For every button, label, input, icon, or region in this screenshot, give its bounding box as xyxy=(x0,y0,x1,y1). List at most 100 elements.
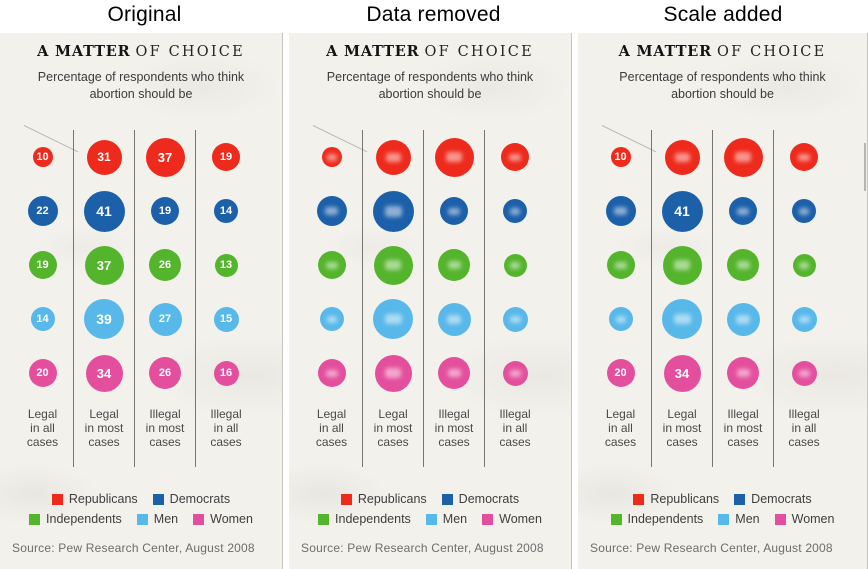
bubble-cell xyxy=(652,292,712,346)
legend-row: Republicans Democrats xyxy=(289,492,571,506)
bubble-independents-col2 xyxy=(662,245,702,285)
category-label-line: in most xyxy=(84,421,124,436)
category-label-line: Legal xyxy=(378,407,408,421)
bubble-value: 26 xyxy=(158,259,172,271)
bubble-cell xyxy=(363,346,423,400)
bubble-men-col3: 27 xyxy=(148,302,182,336)
chart-heading: A MATTER OF CHOICE xyxy=(578,43,867,60)
legend-row: Republicans Democrats xyxy=(578,492,867,506)
chart-heading-rest: OF CHOICE xyxy=(135,44,245,60)
legend-item-men: Men xyxy=(136,512,178,526)
panel-title-scale-added: Scale added xyxy=(578,0,868,33)
legend-row: Independents Men Women xyxy=(0,512,282,526)
bubble-value: 20 xyxy=(36,367,49,379)
bubble-value: 19 xyxy=(158,205,172,217)
category-label-line: in all xyxy=(213,421,239,436)
legend-swatch-icon xyxy=(718,513,730,525)
category-label-line: cases xyxy=(88,435,120,450)
bubble-cell: 13 xyxy=(196,238,256,292)
bubble-independents-col1: 19 xyxy=(28,251,57,279)
bubble-men-col2 xyxy=(373,299,413,339)
bubble-women-col1: 20 xyxy=(606,359,635,387)
panel-title-original: Original xyxy=(0,0,289,33)
blurred-value-smudge xyxy=(674,260,690,270)
bubble-men-col1 xyxy=(608,307,633,331)
blurred-value-smudge xyxy=(326,153,337,161)
grid-column: 19 14 13 15 16 Illegal in all cases xyxy=(195,130,256,467)
bubble-cell: 41 xyxy=(74,184,134,238)
category-label-line: in most xyxy=(662,421,702,436)
blurred-value-smudge xyxy=(385,152,401,162)
bubble-cell xyxy=(363,130,423,184)
bubble-cell xyxy=(774,184,834,238)
legend-row: Independents Men Women xyxy=(578,512,867,526)
bubble-democrats-col3 xyxy=(440,197,468,225)
panel-scale-added: Scale added A MATTER OF CHOICE Percentage… xyxy=(578,0,868,569)
blurred-value-smudge xyxy=(385,368,401,378)
bubble-cell xyxy=(301,184,362,238)
bubble-cell xyxy=(424,292,484,346)
bubble-cell xyxy=(774,346,834,400)
legend-swatch-icon xyxy=(318,513,330,525)
legend-row: Republicans Democrats xyxy=(0,492,282,506)
bubble-cell xyxy=(301,346,362,400)
blurred-value-smudge xyxy=(446,152,462,162)
category-label-line: cases xyxy=(315,435,348,450)
bubble-value: 41 xyxy=(674,203,690,219)
bubble-cell xyxy=(652,130,712,184)
blurred-value-smudge xyxy=(798,369,810,377)
category-label-line: Legal xyxy=(667,407,697,421)
legend-label: Women xyxy=(499,512,542,526)
grid-column: Illegal in all cases xyxy=(484,130,545,467)
bubble-cell: 34 xyxy=(74,346,134,400)
bubble-republicans-col4 xyxy=(790,143,818,171)
legend-item-independents: Independents xyxy=(610,512,703,526)
grid-column: Illegal in most cases xyxy=(423,130,484,467)
bubble-cell xyxy=(485,238,545,292)
legend-label: Independents xyxy=(46,512,122,526)
bubble-cell: 22 xyxy=(12,184,73,238)
chart-heading: A MATTER OF CHOICE xyxy=(289,43,571,60)
legend-swatch-icon xyxy=(482,513,494,525)
bubble-value: 16 xyxy=(219,367,233,379)
category-label-line: cases xyxy=(26,435,59,450)
category-label-line: in all xyxy=(608,421,633,436)
legend-item-women: Women xyxy=(482,512,542,526)
bubble-grid: Legal in all cases Legal in most cases Illegal… xyxy=(301,130,571,467)
bubble-cell xyxy=(485,292,545,346)
blurred-value-smudge xyxy=(615,315,626,323)
bubble-grid: 10 22 19 14 20 Legal in all cases 31 41 37 39 34 Lega… xyxy=(12,130,282,467)
bubble-republicans-col4 xyxy=(501,143,529,171)
bubble-republicans-col1: 10 xyxy=(610,147,631,167)
bubble-republicans-col4: 19 xyxy=(212,143,240,171)
blurred-value-smudge xyxy=(326,315,337,323)
blurred-value-smudge xyxy=(510,261,520,269)
category-label-line: in most xyxy=(145,421,185,436)
chart-paper-scale-added: A MATTER OF CHOICE Percentage of responde… xyxy=(578,33,868,569)
bubble-cell: 27 xyxy=(135,292,195,346)
bubble-men-col2 xyxy=(662,299,702,339)
bubble-women-col4 xyxy=(791,360,817,386)
category-label-line: Illegal xyxy=(438,407,470,421)
bubble-value: 27 xyxy=(158,313,172,325)
bubble-value: 10 xyxy=(614,151,627,163)
legend-swatch-icon xyxy=(734,493,746,505)
bubble-cell: 15 xyxy=(196,292,256,346)
category-label-line: cases xyxy=(210,435,242,450)
category-label-line: cases xyxy=(149,435,181,450)
panel-data-removed: Data removed A MATTER OF CHOICE Percentag… xyxy=(289,0,578,569)
bubble-cell xyxy=(424,130,484,184)
legend-label: Republicans xyxy=(650,492,720,506)
bubble-value: 19 xyxy=(36,259,49,271)
bubble-cell xyxy=(363,184,423,238)
blurred-value-smudge xyxy=(447,369,461,377)
category-label-line: Legal xyxy=(605,407,636,421)
bubble-men-col4 xyxy=(502,306,528,332)
bubble-women-col2: 34 xyxy=(85,354,123,392)
grid-column: Illegal in most cases xyxy=(712,130,773,467)
bubble-value: 39 xyxy=(96,311,112,327)
bubble-men-col4: 15 xyxy=(213,306,239,332)
category-label-line: Legal xyxy=(89,407,119,421)
blurred-value-smudge xyxy=(798,153,810,161)
category-label-line: Illegal xyxy=(499,407,531,421)
